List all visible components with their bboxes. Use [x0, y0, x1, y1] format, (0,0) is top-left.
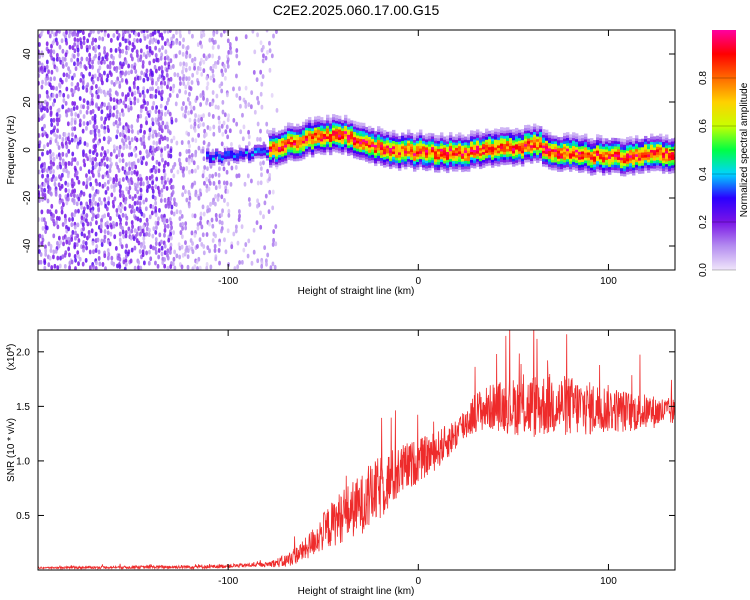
snr-x-tick-label: -100: [218, 576, 238, 587]
colorbar-scale: [712, 30, 736, 270]
spectrogram-x-tick-label: 0: [416, 276, 422, 287]
snr-x-tick-label: 100: [600, 576, 617, 587]
spectrogram-y-axis-label: Frequency (Hz): [6, 116, 17, 185]
snr-panel: -100 0 100 0.5 1.0 1.5 2.0 Height of straight …: [6, 329, 676, 597]
snr-scale-label: (x104): [6, 344, 18, 371]
spectrogram-x-axis-label: Height of straight line (km): [298, 286, 415, 297]
spectrogram-y-tick-label: 40: [22, 48, 33, 60]
figure-title: C2E2.2025.060.17.00.G15: [273, 2, 440, 18]
snr-y-tick-label: 2.0: [16, 347, 30, 358]
colorbar-tick-label: 0.8: [698, 71, 709, 85]
colorbar-tick-label: 0.4: [698, 167, 709, 181]
snr-x-tick-label: 0: [416, 576, 422, 587]
snr-y-tick-label: 1.0: [16, 456, 30, 467]
snr-y-tick-label: 1.5: [16, 402, 30, 413]
colorbar-tick-label: 0.0: [698, 263, 709, 277]
colorbar-ticks: 0.0 0.2 0.4 0.6 0.8: [698, 71, 736, 277]
snr-frame: [37, 329, 676, 571]
spectrogram-y-tick-label: 0: [22, 147, 33, 153]
snr-axes: -100 0 100 0.5 1.0 1.5 2.0: [16, 330, 675, 587]
spectrogram-y-tick-label: -40: [22, 238, 33, 253]
snr-x-axis-label: Height of straight line (km): [298, 586, 415, 597]
spectrogram-axes: -100 0 100 -40 -20 0 20 40: [22, 30, 675, 287]
spectrogram-x-tick-label: -100: [218, 276, 238, 287]
colorbar-tick-label: 0.6: [698, 119, 709, 133]
snr-y-tick-label: 0.5: [16, 511, 30, 522]
snr-series-line: [38, 330, 675, 570]
spectrogram-cells: [38, 30, 675, 270]
spectrogram-panel: -100 0 100 -40 -20 0 20 40 Height of straight l…: [6, 29, 676, 297]
spectrogram-y-tick-label: 20: [22, 96, 33, 108]
spectrogram-y-tick-label: -20: [22, 190, 33, 205]
colorbar-label: Normalized spectral amplitude: [739, 82, 750, 217]
snr-y-axis-label: SNR (10 * v/v): [6, 418, 17, 482]
colorbar: 0.0 0.2 0.4 0.6 0.8 Normalized spectral ampl…: [698, 30, 750, 277]
colorbar-tick-label: 0.2: [698, 215, 709, 229]
spectrogram-x-tick-label: 100: [600, 276, 617, 287]
snr-background: [38, 330, 675, 570]
